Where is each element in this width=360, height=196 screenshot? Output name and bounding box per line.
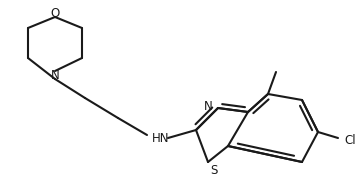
Text: Cl: Cl [344,133,356,146]
Text: O: O [50,6,60,19]
Text: S: S [210,164,217,177]
Text: N: N [51,68,59,82]
Text: N: N [204,100,213,113]
Text: HN: HN [152,132,170,144]
